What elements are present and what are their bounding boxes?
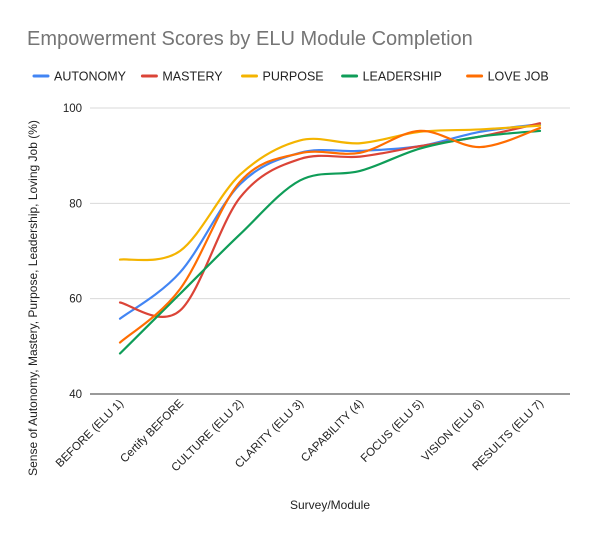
series-line-autonomy (118, 123, 542, 320)
legend-item-autonomy[interactable]: AUTONOMY (32, 70, 127, 84)
legend-item-leadership[interactable]: LEADERSHIP (341, 70, 442, 84)
y-tick-label: 80 (69, 198, 82, 210)
y-axis-ticks: 40 60 80 100 (63, 103, 82, 401)
legend-label: AUTONOMY (54, 70, 127, 84)
legend-item-purpose[interactable]: PURPOSE (241, 70, 324, 84)
series-line-love-job (118, 126, 542, 344)
x-axis-title: Survey/Module (290, 498, 370, 512)
x-tick-label: FOCUS (ELU 5) (359, 398, 426, 465)
x-tick-label: VISION (ELU 6) (420, 398, 486, 464)
gridlines (90, 107, 570, 395)
legend: AUTONOMY MASTERY PURPOSE LEADERSHIP LOVE JOB (32, 70, 549, 84)
series-line-leadership (118, 129, 542, 355)
legend-item-love-job[interactable]: LOVE JOB (466, 70, 549, 84)
legend-label: PURPOSE (263, 70, 324, 84)
x-tick-label: Certify BEFORE (118, 397, 186, 465)
chart-title: Empowerment Scores by ELU Module Complet… (27, 28, 473, 50)
y-tick-label: 60 (69, 294, 82, 306)
legend-item-mastery[interactable]: MASTERY (140, 70, 223, 84)
series-line-purpose (118, 124, 542, 262)
x-tick-label: CLARITY (ELU 3) (233, 398, 306, 471)
x-tick-label: CAPABILITY (4) (299, 398, 366, 465)
series-lines (118, 122, 542, 355)
legend-label: LEADERSHIP (363, 70, 442, 84)
y-axis-title: Sense of Autonomy, Mastery, Purpose, Lea… (26, 120, 40, 476)
y-tick-label: 40 (69, 389, 82, 401)
legend-label: MASTERY (162, 70, 223, 84)
y-tick-label: 100 (63, 103, 82, 115)
x-tick-label: BEFORE (ELU 1) (54, 398, 126, 470)
legend-label: LOVE JOB (488, 70, 549, 84)
